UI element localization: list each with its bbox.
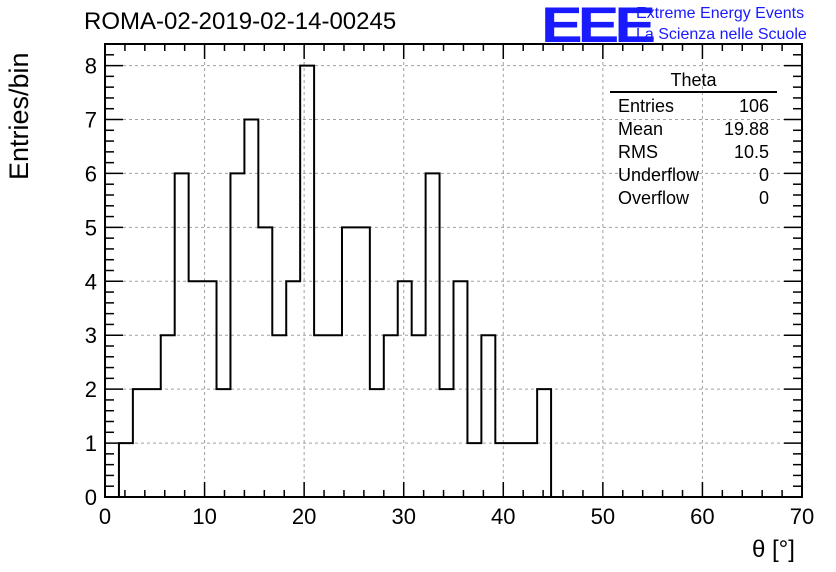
x-tick-label: 20: [292, 504, 316, 529]
y-tick-label: 8: [85, 54, 97, 79]
y-tick-label: 3: [85, 323, 97, 348]
y-tick-label: 7: [85, 108, 97, 133]
stats-title: Theta: [610, 70, 777, 93]
stats-row: Overflow 0: [610, 187, 777, 210]
x-tick-label: 10: [192, 504, 216, 529]
stats-label: Overflow: [618, 188, 690, 208]
y-axis-label: Entries/bin: [4, 52, 34, 180]
logo-line-1: Extreme Energy Events: [636, 5, 805, 22]
stats-value: 0: [758, 188, 769, 208]
stats-value: 106: [738, 96, 769, 116]
stats-label: Mean: [618, 119, 664, 139]
x-tick-label: 50: [591, 504, 615, 529]
y-tick-label: 5: [85, 215, 97, 240]
chart-title: ROMA-02-2019-02-14-00245: [84, 8, 397, 35]
stats-row: RMS 10.5: [610, 141, 777, 164]
x-axis-label: θ [°]: [752, 536, 795, 563]
x-tick-label: 30: [391, 504, 415, 529]
y-tick-label: 2: [85, 377, 97, 402]
y-tick-label: 0: [85, 485, 97, 510]
histogram-series: [105, 64, 802, 498]
stats-label: Underflow: [618, 165, 700, 185]
stats-row: Entries 106: [610, 95, 777, 118]
x-tick-label: 60: [690, 504, 714, 529]
stats-value: 10.5: [733, 142, 769, 162]
x-tick-label: 0: [99, 504, 111, 529]
stats-box: Theta Entries 106 Mean 19.88 RMS 10.5 Under…: [610, 70, 777, 210]
x-tick-label: 70: [790, 504, 814, 529]
stats-value: 0: [758, 165, 769, 185]
stats-label: RMS: [618, 142, 658, 162]
stats-label: Entries: [618, 96, 675, 116]
x-tick-label: 40: [491, 504, 515, 529]
logo-line-2: La Scienza nelle Scuole: [636, 26, 807, 43]
stats-value: 19.88: [723, 119, 769, 139]
y-tick-label: 1: [85, 431, 97, 456]
stats-row: Underflow 0: [610, 164, 777, 187]
y-tick-label: 6: [85, 161, 97, 186]
eee-logo: EEE: [541, 0, 656, 53]
y-tick-label: 4: [85, 269, 97, 294]
stats-row: Mean 19.88: [610, 118, 777, 141]
